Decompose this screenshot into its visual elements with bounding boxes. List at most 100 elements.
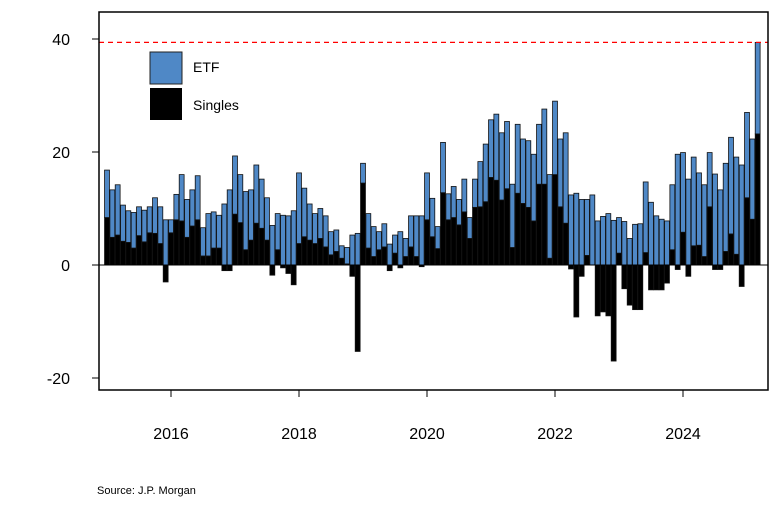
bar-etf — [345, 247, 350, 263]
bar-etf — [579, 199, 584, 265]
bar-etf — [147, 207, 152, 233]
legend-label-etf: ETF — [193, 59, 219, 75]
bar-etf — [425, 173, 430, 220]
bar-singles — [158, 244, 163, 265]
bar-etf — [601, 216, 606, 265]
bar-singles — [147, 233, 152, 265]
bar-singles — [467, 238, 472, 265]
bar-singles — [617, 253, 622, 265]
bar-singles — [249, 240, 254, 265]
bar-etf — [622, 221, 627, 265]
bar-singles — [606, 265, 611, 316]
x-tick-label: 2018 — [281, 426, 317, 443]
bar-singles — [654, 265, 659, 290]
bar-etf — [542, 109, 547, 184]
bar-etf — [713, 174, 718, 265]
bar-singles — [697, 245, 702, 265]
bar-singles — [403, 257, 408, 265]
bar-etf — [665, 221, 670, 265]
bar-singles — [313, 244, 318, 265]
bar-singles — [323, 247, 328, 265]
bar-etf — [553, 101, 558, 174]
bar-singles — [371, 257, 376, 265]
bar-etf — [526, 141, 531, 208]
bar-singles — [750, 219, 755, 265]
bar-singles — [707, 207, 712, 265]
bar-singles — [718, 265, 723, 270]
bar-etf — [505, 121, 510, 188]
bar-singles — [665, 265, 670, 283]
bar-singles — [569, 265, 574, 269]
bar-etf — [350, 235, 355, 265]
bar-singles — [574, 265, 579, 317]
bar-singles — [206, 256, 211, 265]
legend-swatch-etf — [150, 52, 182, 84]
bar-singles — [579, 265, 584, 276]
bar-etf — [190, 190, 195, 226]
bar-singles — [553, 175, 558, 265]
bar-etf — [206, 214, 211, 256]
bar-etf — [473, 179, 478, 207]
bar-etf — [419, 216, 424, 265]
bar-etf — [574, 193, 579, 265]
bar-etf — [750, 139, 755, 219]
bar-singles — [238, 223, 243, 265]
bar-etf — [734, 157, 739, 254]
bar-etf — [531, 154, 536, 221]
bar-singles — [377, 250, 382, 265]
bar-etf — [414, 216, 419, 257]
bar-etf — [121, 205, 126, 241]
bar-etf — [563, 133, 568, 223]
bar-singles — [270, 265, 275, 275]
bar-singles — [542, 184, 547, 265]
bar-etf — [355, 233, 360, 265]
bar-singles — [670, 250, 675, 265]
bar-etf — [569, 195, 574, 265]
bar-etf — [201, 228, 206, 256]
bar-singles — [494, 180, 499, 265]
bar-etf — [451, 186, 456, 217]
bar-etf — [745, 112, 750, 197]
bar-etf — [291, 211, 296, 265]
bar-etf — [638, 224, 643, 265]
bar-singles — [291, 265, 296, 285]
bar-etf — [371, 227, 376, 257]
bar-etf — [510, 184, 515, 247]
bar-singles — [745, 198, 750, 265]
bar-singles — [526, 207, 531, 265]
bar-singles — [601, 265, 606, 312]
bar-singles — [409, 247, 414, 265]
bar-etf — [222, 204, 227, 265]
bar-etf — [670, 185, 675, 250]
bar-etf — [382, 224, 387, 247]
bar-singles — [713, 265, 718, 270]
bar-singles — [531, 221, 536, 265]
bar-etf — [393, 235, 398, 253]
bar-singles — [734, 254, 739, 265]
bar-etf — [446, 194, 451, 220]
bar-singles — [387, 265, 392, 271]
bar-etf — [681, 153, 686, 233]
bar-etf — [243, 192, 248, 250]
bar-etf — [691, 157, 696, 246]
bar-singles — [361, 183, 366, 265]
bar-etf — [131, 212, 136, 248]
bar-singles — [547, 258, 552, 265]
bar-etf — [254, 165, 259, 223]
bar-etf — [366, 214, 371, 248]
bar-singles — [275, 250, 280, 265]
bar-etf — [377, 232, 382, 250]
bar-singles — [334, 251, 339, 265]
bar-singles — [254, 223, 259, 265]
bar-singles — [611, 265, 616, 361]
bar-singles — [195, 220, 200, 265]
bar-singles — [473, 207, 478, 265]
bar-etf — [499, 133, 504, 200]
bar-singles — [505, 189, 510, 265]
bar-etf — [686, 179, 691, 265]
source-note: Source: J.P. Morgan — [97, 485, 196, 497]
x-tick-label: 2024 — [665, 426, 701, 443]
bar-etf — [515, 124, 520, 193]
bar-singles — [627, 265, 632, 305]
bar-singles — [622, 265, 627, 289]
